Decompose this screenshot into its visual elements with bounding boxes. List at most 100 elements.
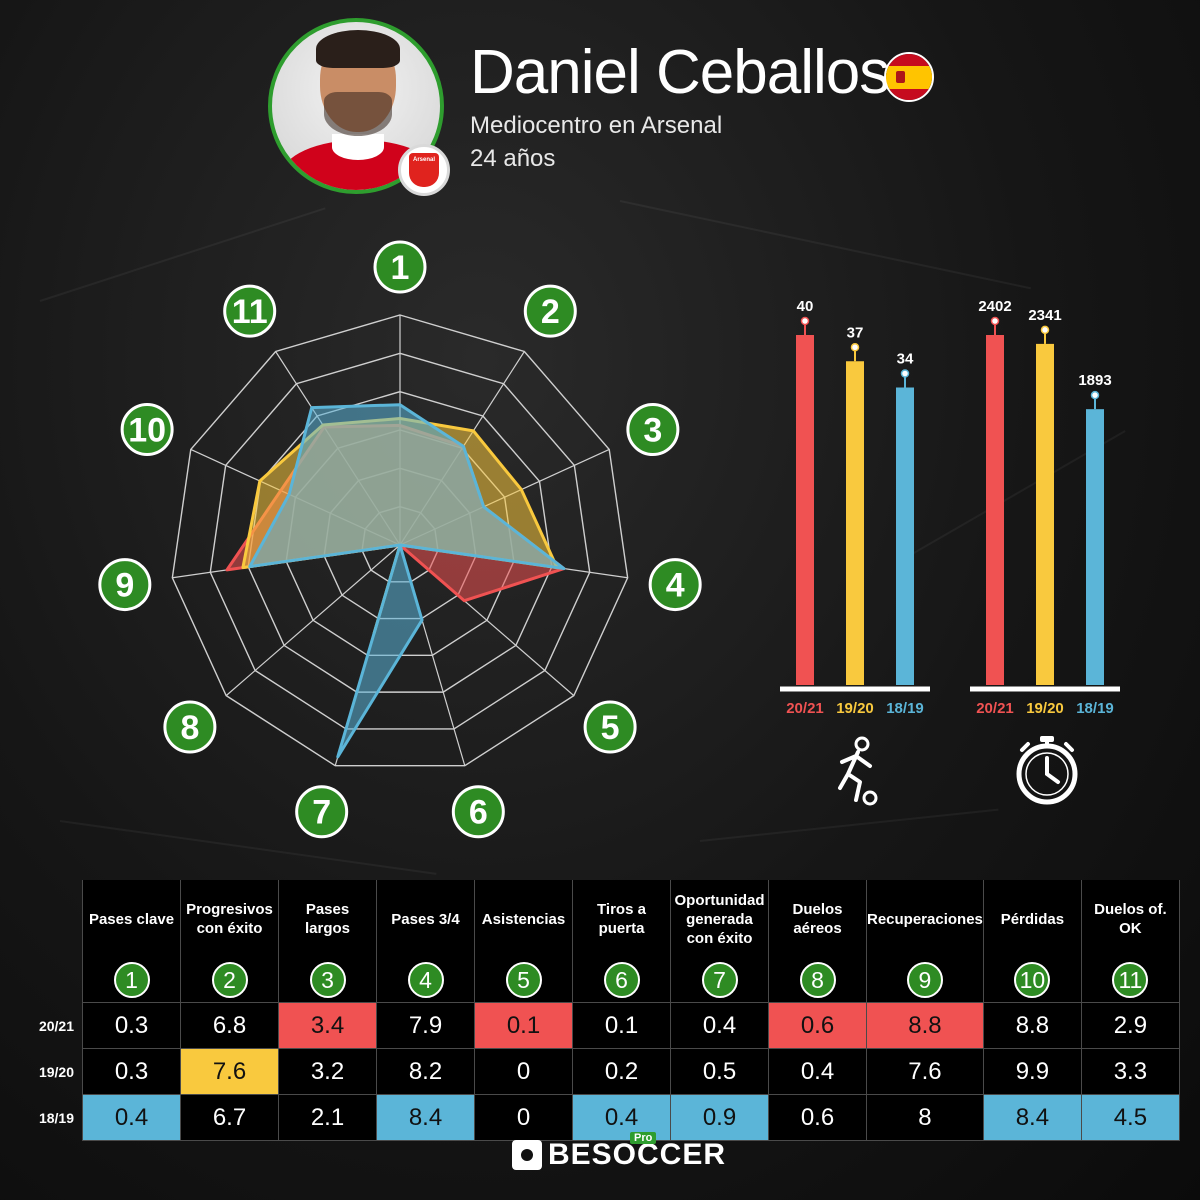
column-header-line: Oportunidad	[674, 891, 765, 909]
bar-value-label: 34	[897, 351, 914, 368]
column-header: Recuperaciones	[866, 880, 984, 958]
radar-axis-badge-5: 5	[583, 700, 637, 754]
table-cell: 0.4	[670, 1002, 769, 1049]
column-number-cell: 8	[768, 958, 867, 1003]
column-header-line: Duelos	[792, 901, 843, 918]
table-cell: 2.1	[278, 1094, 377, 1141]
column-number-cell: 7	[670, 958, 769, 1003]
column-number-badge: 5	[505, 962, 542, 998]
radar-chart: 1 2 3 4 5 6 7 8 9 10 11	[98, 240, 702, 839]
bar-value-label: 1893	[1078, 372, 1111, 389]
stopwatch-icon	[1016, 736, 1078, 805]
club-badge-text: Arsenal	[412, 157, 435, 163]
column-number-badge: 8	[799, 962, 836, 998]
column-number-cell: 1	[82, 958, 181, 1003]
table-cell: 8.2	[376, 1048, 475, 1095]
bar-charts: 40 20/21 37 19/20 34 18/19 2402 20/21 2341 19/20 1…	[780, 298, 1120, 717]
column-number-badge: 11	[1112, 962, 1149, 998]
bar	[796, 335, 814, 685]
table-cell: 8.4	[982, 1094, 1082, 1141]
table-cell: 9.9	[982, 1048, 1082, 1095]
bar-pin-head	[800, 316, 810, 326]
column-number-badge: 7	[701, 962, 738, 998]
table-cell: 6.8	[180, 1002, 279, 1049]
table-row: 18/19 0.4 6.7 2.1 8.4 0 0.4 0.9 0.6 8 8.4 4.5	[39, 1094, 1180, 1141]
radar-axis-badge-9: 9	[98, 558, 152, 612]
player-photo	[268, 18, 444, 194]
column-header: Pases clave	[82, 880, 181, 958]
player-name: Daniel Ceballos	[470, 38, 890, 107]
column-header: Progresivos con éxito	[180, 880, 279, 958]
season-label: 18/19	[38, 1109, 74, 1126]
table-cell: 0.6	[768, 1002, 867, 1049]
column-header-line: puerta	[598, 920, 645, 937]
radar-axis-label: 1	[391, 249, 410, 287]
column-number-cell: 3	[278, 958, 377, 1003]
table-cell: 0.9	[670, 1094, 769, 1141]
table-cell: 7.6	[866, 1048, 984, 1095]
table-cell: 3.3	[1080, 1048, 1180, 1095]
table-cell: 3.2	[278, 1048, 377, 1095]
radar-axis-label: 2	[541, 293, 560, 331]
radar-axis-label: 11	[232, 293, 268, 331]
table-cell: 8.4	[376, 1094, 475, 1141]
table-cell: 0.3	[82, 1002, 181, 1049]
column-number-badge: 6	[603, 962, 640, 998]
bar-category-label: 20/21	[976, 700, 1014, 717]
column-header-line: Pases 3/4	[391, 910, 460, 928]
radar-grid-ring	[209, 352, 591, 730]
spain-flag-icon	[884, 52, 934, 102]
column-number-badge: 3	[309, 962, 346, 998]
column-header-line: Duelos of.	[1094, 901, 1167, 918]
table-cell: 6.7	[180, 1094, 279, 1141]
column-header: Pases largos	[278, 880, 377, 958]
column-header: Tiros a puerta	[572, 880, 671, 958]
radar-axis-label: 9	[115, 567, 134, 605]
table-cell: 4.5	[1080, 1094, 1180, 1141]
besoccer-logo: BESOCCER Pro	[512, 1132, 726, 1172]
radar-axis-badge-8: 8	[163, 700, 217, 754]
bar-category-label: 18/19	[886, 700, 924, 717]
radar-axis-badge-1: 1	[373, 240, 427, 294]
table-cell: 8	[866, 1094, 984, 1141]
table-cell: 0.2	[572, 1048, 671, 1095]
table-cell: 0.4	[768, 1048, 867, 1095]
bar	[1086, 409, 1104, 685]
column-header-line: aéreos	[793, 920, 842, 937]
column-header-line: OK	[1119, 920, 1142, 937]
column-header-line: Pases	[305, 901, 350, 918]
besoccer-logo-icon	[512, 1140, 542, 1170]
bar-value-label: 2402	[978, 298, 1011, 315]
bar-category-label: 19/20	[1026, 700, 1064, 717]
bar	[986, 335, 1004, 685]
table-number-row: 1 2 3 4 5 6 7 8 9 10 11	[82, 958, 1180, 1003]
table-cell: 0.1	[474, 1002, 573, 1049]
bar-pin-head	[1090, 390, 1100, 400]
season-label: 20/21	[38, 1017, 74, 1034]
table-cell: 0	[474, 1094, 573, 1141]
column-number-badge: 2	[211, 962, 248, 998]
table-cell: 7.6	[180, 1048, 279, 1095]
player-position: Mediocentro en Arsenal	[470, 112, 723, 139]
bar	[1036, 343, 1054, 685]
brand-tag: Pro	[630, 1132, 657, 1144]
club-badge-icon: Arsenal	[398, 144, 450, 196]
column-header: Pérdidas	[982, 880, 1082, 958]
bar-pin-head	[850, 343, 860, 352]
radar-axis-badge-10: 10	[120, 403, 174, 457]
bar-category-label: 19/20	[836, 700, 874, 717]
table-row: 20/21 0.3 6.8 3.4 7.9 0.1 0.1 0.4 0.6 8.8 8.8 2.9	[39, 1002, 1180, 1049]
column-number-badge: 4	[407, 962, 444, 998]
radar-grid-ring	[171, 314, 629, 767]
player-age: 24 años	[470, 145, 556, 172]
column-header-line: Pérdidas	[1000, 910, 1065, 928]
table-cell: 0.3	[82, 1048, 181, 1095]
season-cell: 18/19	[39, 1095, 83, 1141]
table-cell: 8.8	[866, 1002, 984, 1049]
column-header-line: con éxito	[196, 920, 263, 937]
radar-axis-badge-2: 2	[523, 284, 577, 338]
column-header-line: Tiros a	[597, 901, 646, 918]
radar-axis-label: 5	[601, 709, 620, 747]
radar-axis-badge-6: 6	[451, 785, 505, 839]
radar-axis-label: 8	[180, 709, 199, 747]
